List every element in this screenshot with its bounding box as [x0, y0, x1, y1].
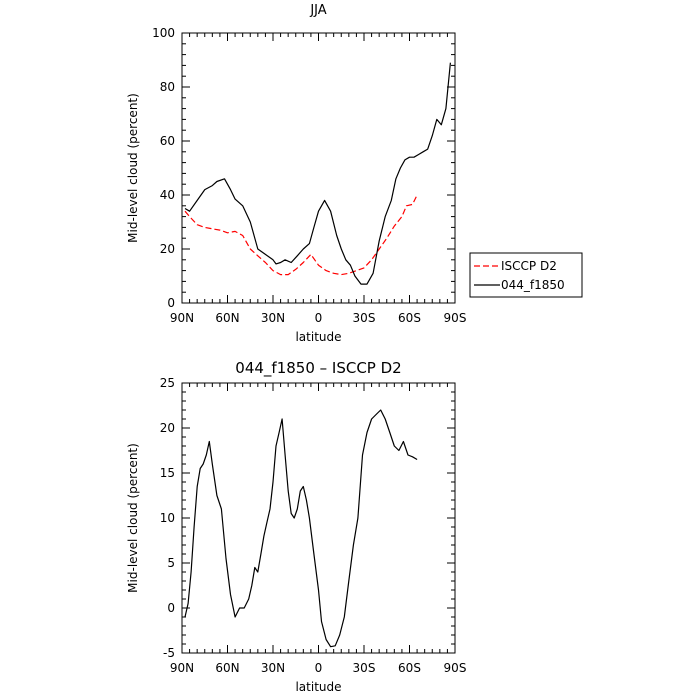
x-tick-label: 60S: [398, 661, 421, 675]
series-line-isccp-d2: [184, 194, 418, 276]
bottom-chart-panel: 90N 60N 30N 0 30S 60S 90S -5 0 5 10 15 20 25 044_f1850…: [126, 359, 466, 694]
x-tick-label: 30N: [261, 661, 285, 675]
x-tick-label: 60N: [215, 661, 239, 675]
x-tick-label: 60N: [215, 311, 239, 325]
chart-title: JJA: [309, 3, 326, 18]
legend-box: [469, 252, 583, 298]
x-axis-label: latitude: [295, 680, 341, 694]
chart-title: 044_f1850 – ISCCP D2: [235, 359, 401, 378]
y-tick-label: 25: [160, 376, 175, 390]
x-axis-label: latitude: [295, 330, 341, 344]
x-tick-label: 90N: [170, 661, 194, 675]
y-tick-label: 0: [167, 601, 175, 615]
x-tick-label: 30N: [261, 311, 285, 325]
x-tick-label: 30S: [353, 661, 376, 675]
y-tick-label: 80: [160, 80, 175, 94]
y-tick-label: 0: [167, 296, 175, 310]
series-line-0: [184, 409, 418, 648]
x-tick-label: 90S: [444, 661, 467, 675]
y-axis-label: Mid-level cloud (percent): [126, 93, 140, 243]
y-tick-label: 40: [160, 188, 175, 202]
y-tick-label: 20: [160, 421, 175, 435]
y-axis-label: Mid-level cloud (percent): [126, 443, 140, 593]
y-tick-label: 15: [160, 466, 175, 480]
x-tick-label: 90S: [444, 311, 467, 325]
y-tick-label: -5: [163, 646, 175, 660]
x-tick-label: 0: [315, 661, 323, 675]
y-tick-label: 60: [160, 134, 175, 148]
y-tick-label: 10: [160, 511, 175, 525]
legend-label: ISCCP D2: [501, 259, 557, 273]
x-tick-label: 0: [315, 311, 323, 325]
series-line-044-f1850: [184, 62, 451, 285]
x-tick-label: 90N: [170, 311, 194, 325]
top-chart-panel: 90N 60N 30N 0 30S 60S 90S 0 20 40 60 80 100 JJA latitu…: [126, 3, 466, 344]
plot-frame: [181, 32, 456, 304]
x-tick-label: 30S: [353, 311, 376, 325]
y-tick-label: 100: [152, 26, 175, 40]
x-tick-label: 60S: [398, 311, 421, 325]
legend: ISCCP D2 044_f1850: [469, 252, 583, 298]
legend-label: 044_f1850: [501, 278, 565, 292]
plot-frame: [181, 382, 456, 654]
y-tick-label: 20: [160, 242, 175, 256]
y-tick-label: 5: [167, 556, 175, 570]
